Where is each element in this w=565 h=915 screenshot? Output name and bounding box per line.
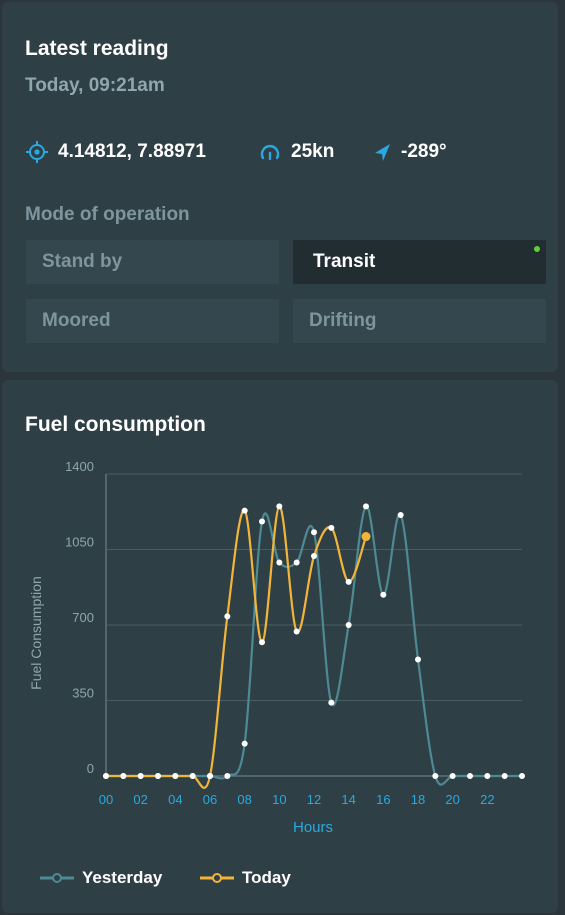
x-tick-label: 00 xyxy=(99,792,113,807)
data-point-yesterday[interactable] xyxy=(432,773,439,779)
x-tick-label: 14 xyxy=(341,792,355,807)
latest-reading-title: Latest reading xyxy=(25,37,169,60)
data-point-today[interactable] xyxy=(207,773,213,779)
data-point-today[interactable] xyxy=(276,503,283,510)
x-axis-title: Hours xyxy=(293,819,333,836)
legend-yesterday-marker xyxy=(40,873,74,883)
y-tick-label: 1050 xyxy=(65,535,94,550)
speed-value: 25kn xyxy=(291,141,335,162)
legend-yesterday-label: Yesterday xyxy=(82,868,163,887)
data-point-yesterday[interactable] xyxy=(449,773,456,779)
active-indicator-dot xyxy=(534,246,540,252)
data-point-yesterday[interactable] xyxy=(501,773,508,779)
data-point-yesterday[interactable] xyxy=(363,503,369,510)
mode-standby-button[interactable]: Stand by xyxy=(26,240,279,284)
data-point-yesterday[interactable] xyxy=(345,622,352,628)
legend-yesterday[interactable]: Yesterday xyxy=(40,868,162,888)
latest-reading-card: Latest reading Today, 09:21am 4.14812, 7… xyxy=(2,2,558,372)
data-point-today[interactable] xyxy=(293,628,300,635)
data-point-yesterday[interactable] xyxy=(380,591,387,598)
gauge-icon xyxy=(259,141,281,163)
data-point-today[interactable] xyxy=(189,773,196,779)
coordinates-value: 4.14812, 7.88971 xyxy=(58,141,206,162)
series-line-today xyxy=(105,505,368,789)
data-point-yesterday[interactable] xyxy=(311,529,317,536)
mode-transit-button[interactable]: Transit xyxy=(293,240,546,284)
y-axis-title: Fuel Consumption xyxy=(28,576,44,690)
heading-stat: -289° xyxy=(373,141,447,163)
mode-of-operation-label: Mode of operation xyxy=(25,204,190,225)
data-point-yesterday[interactable] xyxy=(276,559,283,566)
heading-value: -289° xyxy=(401,141,447,162)
data-point-today[interactable] xyxy=(137,773,144,779)
data-point-today[interactable] xyxy=(224,613,231,620)
coordinates-stat: 4.14812, 7.88971 xyxy=(26,141,206,163)
x-tick-label: 22 xyxy=(480,792,494,807)
x-tick-label: 16 xyxy=(376,792,390,807)
data-point-yesterday[interactable] xyxy=(397,511,404,518)
data-point-today[interactable] xyxy=(241,507,248,514)
data-point-yesterday[interactable] xyxy=(259,518,265,525)
series-line-yesterday xyxy=(105,505,522,786)
y-tick-label: 350 xyxy=(72,686,94,701)
x-tick-label: 12 xyxy=(307,792,321,807)
x-tick-label: 02 xyxy=(133,792,147,807)
mode-drifting-button[interactable]: Drifting xyxy=(293,299,546,343)
data-point-today[interactable] xyxy=(328,524,335,531)
data-point-today[interactable] xyxy=(103,773,109,779)
mode-moored-button[interactable]: Moored xyxy=(26,299,279,343)
crosshair-icon xyxy=(26,141,48,163)
data-point-yesterday[interactable] xyxy=(519,773,525,779)
y-tick-label: 0 xyxy=(87,761,94,776)
x-tick-label: 04 xyxy=(168,792,182,807)
y-tick-label: 1400 xyxy=(65,459,94,474)
y-tick-label: 700 xyxy=(72,610,94,625)
mode-transit-label: Transit xyxy=(313,251,376,272)
fuel-chart: 0 350 700 1050 1400 00 02 04 06 08 10 12 14 16 18 20 22 H… xyxy=(28,459,525,836)
data-point-yesterday[interactable] xyxy=(224,773,231,779)
data-point-today[interactable] xyxy=(311,552,317,559)
data-point-yesterday[interactable] xyxy=(241,740,248,747)
fuel-consumption-title: Fuel consumption xyxy=(25,413,206,436)
x-tick-label: 10 xyxy=(272,792,286,807)
x-tick-label: 08 xyxy=(237,792,251,807)
data-point-today[interactable] xyxy=(361,532,371,542)
data-point-yesterday[interactable] xyxy=(328,699,335,706)
data-point-today[interactable] xyxy=(172,773,179,779)
data-point-today[interactable] xyxy=(259,639,265,646)
legend-today[interactable]: Today xyxy=(200,868,291,888)
fuel-consumption-card: Fuel consumption 0 350 700 1050 1400 00 02 04 06… xyxy=(2,380,558,913)
legend-today-label: Today xyxy=(242,868,291,887)
x-tick-label: 18 xyxy=(411,792,425,807)
data-point-today[interactable] xyxy=(345,578,352,585)
data-point-today[interactable] xyxy=(120,773,127,779)
data-point-today[interactable] xyxy=(155,773,161,779)
data-point-yesterday[interactable] xyxy=(467,773,473,779)
navigation-arrow-icon xyxy=(373,142,391,162)
reading-timestamp: Today, 09:21am xyxy=(25,75,165,96)
data-point-yesterday[interactable] xyxy=(293,559,300,566)
x-tick-label: 06 xyxy=(203,792,217,807)
x-tick-label: 20 xyxy=(445,792,459,807)
data-point-yesterday[interactable] xyxy=(415,656,421,663)
legend-today-marker xyxy=(200,873,234,883)
data-point-yesterday[interactable] xyxy=(484,773,491,779)
speed-stat: 25kn xyxy=(259,141,334,163)
